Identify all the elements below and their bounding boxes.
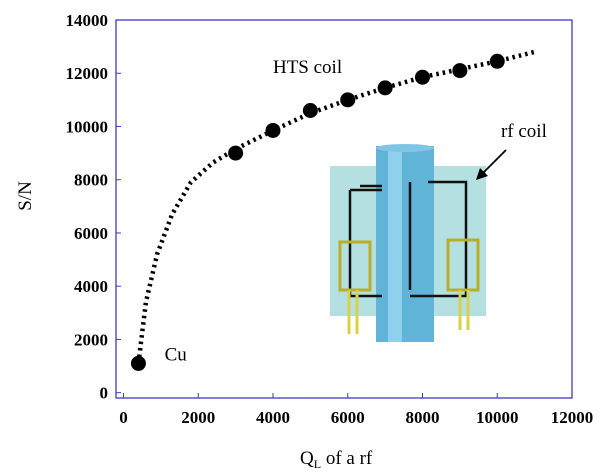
y-tick-label: 8000 [74,171,108,190]
data-point [340,92,356,108]
x-tick-label: 0 [119,408,128,427]
y-axis-ticks: 0 2000 4000 6000 8000 10000 12000 14000 [66,11,121,403]
y-tick-label: 10000 [66,117,109,136]
x-axis-label-rest: of a rf [321,448,373,469]
x-axis-label-sub: L [314,457,321,471]
x-tick-label: 10000 [476,408,519,427]
x-tick-label: 2000 [181,408,215,427]
annotation-label: rf coil [501,121,547,142]
data-point [130,355,146,371]
x-tick-label: 12000 [551,408,594,427]
rf-coil-arrowhead [476,168,488,180]
y-axis-label: S/N [15,181,36,211]
y-tick-label: 14000 [66,11,109,30]
data-point [265,122,281,138]
data-point [452,63,468,79]
inset-capacitor-right [446,238,480,292]
x-axis-ticks: 0 2000 4000 6000 8000 10000 12000 [119,393,593,427]
data-point [377,80,393,96]
data-point [228,145,244,161]
y-tick-label: 2000 [74,330,108,349]
inset-capacitor-left [338,240,372,292]
y-tick-label: 6000 [74,224,108,243]
annotation-label: Cu [165,345,188,366]
data-point [302,103,318,119]
annotations-layer: HTS coil rf coil Cu [165,57,547,365]
inset-leads-left [347,290,359,334]
inset-rod-highlight [388,146,402,342]
plot-frame [115,19,573,399]
data-point [414,69,430,85]
y-tick-label: 12000 [66,64,109,83]
inset-rod [376,146,434,342]
y-tick-label: 4000 [74,277,108,296]
data-points-layer [130,53,505,371]
rf-coil-arrow [479,149,507,177]
x-axis-label: QL of a rf [300,448,373,471]
y-tick-label: 0 [100,384,109,403]
x-axis-label-main: Q [300,448,314,469]
data-point [489,53,505,69]
x-tick-label: 6000 [331,408,365,427]
inset-rod-top [376,144,434,152]
annotation-label: HTS coil [273,57,342,78]
x-tick-label: 8000 [405,408,439,427]
inset-coil-diagram [330,144,507,342]
x-tick-label: 4000 [256,408,290,427]
inset-leads-right [458,290,470,330]
